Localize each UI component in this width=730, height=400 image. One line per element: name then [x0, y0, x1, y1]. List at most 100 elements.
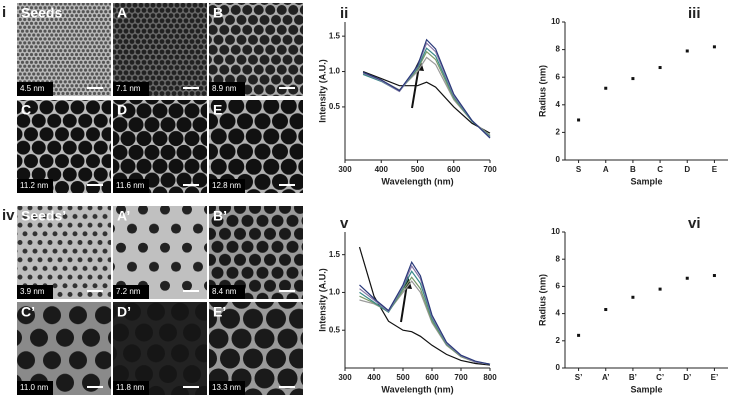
x-tick-label: D [684, 165, 690, 174]
panel-label: v [340, 215, 349, 232]
data-point [685, 49, 689, 53]
spectrum-line [359, 260, 491, 365]
micrograph-image [113, 302, 207, 395]
data-point [631, 295, 635, 299]
micrograph-image [17, 100, 111, 193]
y-tick-label: 1.0 [329, 288, 341, 297]
y-tick-label: 1.0 [329, 67, 341, 76]
x-axis-label: Wavelength (nm) [381, 176, 453, 186]
panel-label: iii [688, 5, 701, 22]
y-tick-label: 4 [556, 309, 561, 318]
micrograph-label: B [213, 5, 223, 21]
size-label-box [209, 82, 245, 96]
data-point [658, 66, 662, 70]
x-tick-label: 400 [367, 373, 381, 382]
data-point [712, 45, 716, 49]
micrograph: D 11.6 nm [113, 100, 207, 193]
panel-label: vi [688, 215, 701, 232]
size-label-box [113, 285, 149, 299]
x-tick-label: C [657, 165, 663, 174]
micrograph-label: C [21, 102, 31, 118]
x-tick-label: B [630, 165, 636, 174]
y-axis-label: Radius (nm) [537, 65, 547, 117]
micrograph-image [209, 3, 303, 96]
x-tick-label: 600 [447, 165, 461, 174]
x-tick-label: S’ [575, 373, 583, 382]
y-tick-label: 0 [556, 363, 561, 372]
data-point [577, 333, 581, 337]
micrograph: E’ 13.3 nm [209, 302, 303, 395]
panel-label: ii [340, 5, 348, 22]
size-label-box [17, 285, 53, 299]
size-label: 11.2 nm [20, 181, 49, 190]
data-point [712, 274, 716, 278]
size-label: 11.6 nm [116, 181, 145, 190]
micrograph: E 12.8 nm [209, 100, 303, 193]
x-tick-label: 500 [411, 165, 425, 174]
size-label: 3.9 nm [20, 287, 45, 296]
spectrum-line [362, 50, 491, 137]
spectrum-line [362, 70, 491, 134]
y-tick-label: 8 [556, 254, 561, 263]
size-label: 7.2 nm [116, 287, 141, 296]
micrograph-image [209, 100, 303, 193]
micrograph: A 7.1 nm [113, 3, 207, 96]
micrograph-image [209, 206, 303, 299]
size-label-box [209, 179, 245, 193]
x-tick-label: 500 [396, 373, 410, 382]
size-label-box [113, 179, 149, 193]
size-label: 8.4 nm [212, 287, 237, 296]
data-point [631, 77, 635, 81]
micrograph: B’ 8.4 nm [209, 206, 303, 299]
micrograph-label: B’ [213, 208, 227, 224]
micrograph: B 8.9 nm [209, 3, 303, 96]
micrograph-label: E [213, 102, 222, 118]
x-tick-label: A [603, 165, 609, 174]
y-tick-label: 8 [556, 45, 561, 54]
spectrum-line [359, 264, 491, 365]
size-label-box [113, 381, 149, 395]
x-tick-label: 600 [425, 373, 439, 382]
y-axis-label: Intensity (A.U.) [317, 268, 327, 332]
x-tick-label: 300 [338, 373, 352, 382]
x-tick-label: 800 [483, 373, 497, 382]
y-tick-label: 0 [556, 155, 561, 164]
y-tick-label: 0.5 [329, 325, 341, 334]
micrograph-image [113, 206, 207, 299]
micrograph-label: E’ [213, 304, 226, 320]
size-label-box [113, 82, 149, 96]
size-label: 8.9 nm [212, 84, 237, 93]
x-tick-label: 700 [454, 373, 468, 382]
x-axis-label: Sample [630, 384, 662, 394]
x-axis-label: Wavelength (nm) [381, 384, 453, 394]
micrograph-image [113, 100, 207, 193]
size-label-box [17, 179, 53, 193]
x-tick-label: E’ [711, 373, 719, 382]
x-tick-label: 300 [338, 165, 352, 174]
size-label: 11.8 nm [116, 383, 145, 392]
micrograph-image [17, 3, 111, 96]
x-tick-label: B’ [629, 373, 637, 382]
x-tick-label: 400 [375, 165, 389, 174]
y-tick-label: 0.5 [329, 102, 341, 111]
y-tick-label: 1.5 [329, 31, 341, 40]
x-tick-label: A’ [602, 373, 610, 382]
micrograph-label: A’ [117, 208, 130, 224]
data-point [604, 86, 608, 90]
micrograph-image [17, 206, 111, 299]
panel-label: iv [2, 207, 15, 224]
micrograph: Seeds 4.5 nm [17, 3, 111, 96]
y-tick-label: 2 [556, 128, 561, 137]
micrograph-image [209, 302, 303, 395]
y-tick-label: 4 [556, 100, 561, 109]
micrograph-image [17, 302, 111, 395]
data-point [658, 287, 662, 291]
x-tick-label: D’ [683, 373, 691, 382]
micrograph-label: A [117, 5, 127, 21]
x-tick-label: E [712, 165, 718, 174]
y-tick-label: 6 [556, 72, 561, 81]
size-label: 13.3 nm [212, 383, 241, 392]
size-label-box [17, 82, 53, 96]
micrograph: C 11.2 nm [17, 100, 111, 193]
micrograph-image [113, 3, 207, 96]
